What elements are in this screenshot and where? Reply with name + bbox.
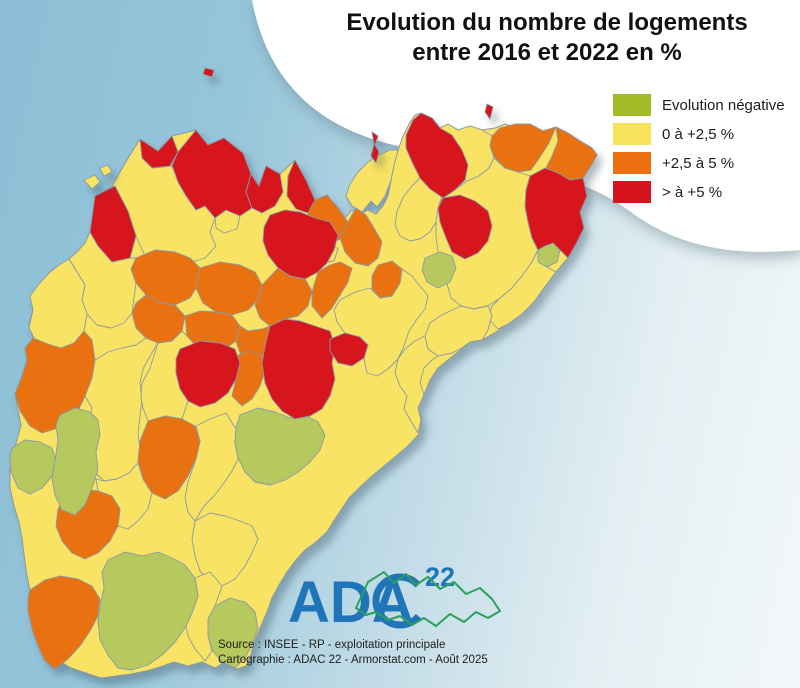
map-region [14,330,96,434]
map-title-line2: entre 2016 et 2022 en % [412,39,682,66]
map-region [9,439,57,495]
department-map [9,112,598,679]
map-region [394,177,443,242]
legend-item: +2,5 à 5 % [613,152,785,174]
map-island [83,174,101,190]
map-region [175,340,241,408]
map-region [489,123,557,173]
map-region [27,575,101,670]
map-title-line1: Evolution du nombre de logements [346,9,748,36]
map-island [202,67,215,78]
map-region [89,185,137,263]
legend-item: > à +5 % [613,181,785,203]
logo-number: 22 [425,562,455,592]
map-region [137,415,201,500]
logo-adac22: ADA 22 [288,562,501,635]
map-region [487,249,557,330]
map-region [405,112,469,199]
legend-label: Evolution négative [662,96,785,114]
map-region [195,261,263,316]
map-region [97,551,199,671]
map-title: Evolution du nombre de logements entre 2… [332,8,762,68]
legend-label: 0 à +2,5 % [662,125,735,143]
map-region [171,129,253,219]
map-region [245,165,284,214]
legend-swatch [613,123,651,145]
map-region [524,167,588,259]
map-region [51,407,101,516]
map-region [261,318,336,420]
legend-swatch [613,181,651,203]
map-region [394,335,439,434]
islands-group [83,67,494,190]
map-region [262,209,339,280]
map-island [99,164,113,177]
legend-item: 0 à +2,5 % [613,123,785,145]
map-region [131,294,186,344]
legend-swatch [613,94,651,116]
map-region [371,260,403,299]
map-region [437,194,493,260]
map-region [345,149,399,213]
legend-item: Evolution négative [613,94,785,116]
map-region [130,249,201,306]
map-region [95,462,153,530]
source-line-2: Cartographie : ADAC 22 - Armorstat.com -… [218,653,488,666]
map-island [370,131,380,164]
logo-department-outline-icon [355,571,501,627]
map-region [311,261,353,319]
source-note: Source : INSEE - RP - exploitation princ… [218,638,488,668]
map-region [139,135,179,169]
map-region [286,159,316,214]
logo-c-arc [372,573,428,629]
map-region [339,207,383,267]
map-region [421,251,457,289]
legend-label: > à +5 % [662,183,723,201]
map-region [191,512,259,587]
legend-swatch [613,152,651,174]
map-region [234,407,326,486]
map-region [184,412,239,522]
source-line-1: Source : INSEE - RP - exploitation princ… [218,639,446,651]
legend: Evolution négative 0 à +2,5 % +2,5 à 5 % > … [613,94,785,210]
map-region [329,332,369,367]
legend-label: +2,5 à 5 % [662,154,735,172]
map-island [484,103,494,120]
map-region [207,597,259,669]
